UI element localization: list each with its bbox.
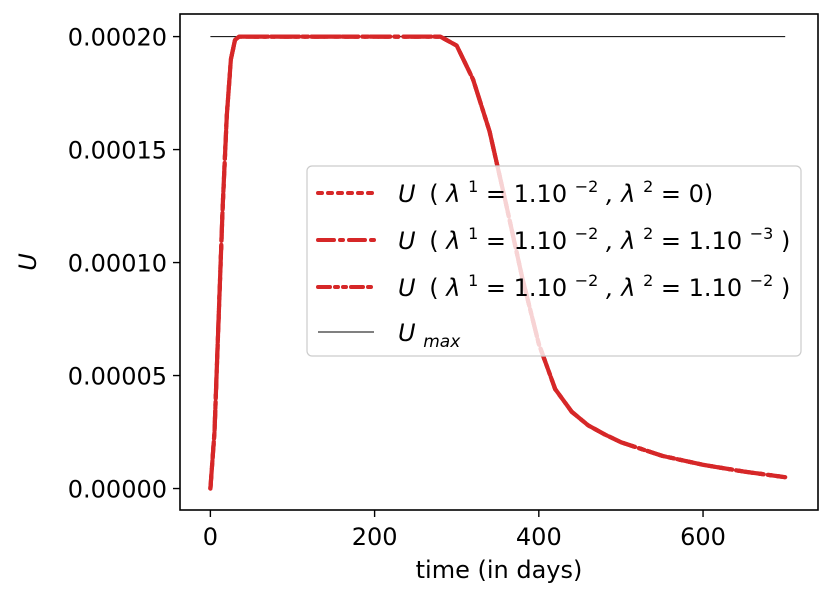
legend-box: [306, 165, 802, 357]
x-axis-ticks: 0 200 400 600: [203, 510, 726, 551]
legend-entry-1: U ( λ 1 = 1.10 −2 , λ 2 = 0): [398, 170, 713, 208]
x-axis-label: time (in days): [416, 556, 583, 584]
y-tick-label: 0.00000: [68, 476, 167, 504]
y-axis-label: U: [14, 253, 42, 271]
y-axis-ticks: 0.00000 0.00005 0.00010 0.00015 0.00020: [68, 24, 180, 504]
plot-lines: [208, 34, 788, 491]
legend-1-symbol: U: [398, 180, 416, 208]
legend-entry-2: U ( λ 1 = 1.10 −2 , λ 2 = 1.10 −3 ): [398, 217, 790, 255]
x-tick-label: 0: [203, 523, 218, 551]
y-tick-label: 0.00005: [68, 363, 167, 391]
x-tick-label: 200: [352, 523, 398, 551]
legend-entry-3: U ( λ 1 = 1.10 −2 , λ 2 = 1.10 −2 ): [398, 264, 790, 302]
x-tick-label: 600: [680, 523, 726, 551]
legend-entry-4: U max: [398, 319, 461, 352]
x-tick-label: 400: [516, 523, 562, 551]
y-tick-label: 0.00020: [68, 24, 167, 52]
y-tick-label: 0.00015: [68, 137, 167, 165]
y-tick-label: 0.00010: [68, 250, 167, 278]
series-line-3: [208, 34, 788, 491]
legend: U ( λ 1 = 1.10 −2 , λ 2 = 0) U ( λ 1 = 1…: [306, 165, 802, 357]
